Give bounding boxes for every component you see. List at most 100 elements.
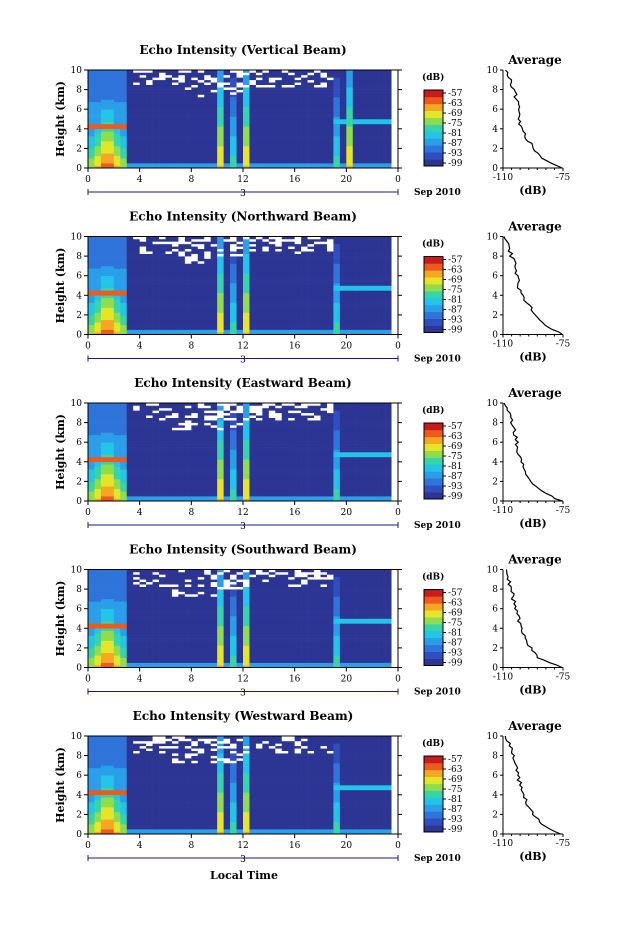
- heatmap-cell: [294, 261, 302, 264]
- heatmap-cell: [139, 119, 147, 122]
- heatmap-cell: [197, 324, 205, 328]
- heatmap-cell: [184, 138, 192, 142]
- heatmap-cell: [333, 131, 341, 134]
- heatmap-cell: [294, 236, 302, 240]
- heatmap-cell: [184, 89, 192, 93]
- heatmap-cell: [197, 163, 205, 166]
- heatmap-cell: [159, 285, 166, 289]
- heatmap-cell: [113, 466, 121, 470]
- heatmap-cell: [120, 72, 128, 76]
- heatmap-cell: [120, 297, 128, 301]
- heatmap-cell: [236, 275, 244, 279]
- heatmap-cell: [159, 420, 166, 423]
- heatmap-cell: [275, 297, 283, 301]
- heatmap-cell: [100, 84, 108, 88]
- heatmap-cell: [133, 74, 140, 78]
- heatmap-cell: [107, 275, 115, 279]
- heatmap-cell: [339, 273, 347, 276]
- heatmap-cell: [365, 319, 373, 323]
- heatmap-cell: [346, 270, 354, 274]
- heatmap-cell: [178, 278, 186, 281]
- heatmap-cell: [262, 248, 270, 252]
- heatmap-cell: [262, 114, 270, 117]
- heatmap-cell: [339, 165, 347, 169]
- heatmap-cell: [120, 437, 128, 441]
- heatmap-cell: [88, 329, 95, 333]
- heatmap-cell: [126, 464, 134, 467]
- heatmap-cell: [255, 114, 263, 117]
- heatmap-cell: [197, 447, 205, 450]
- heatmap-cell: [171, 454, 179, 458]
- heatmap-cell: [178, 104, 186, 108]
- heatmap-cell: [146, 403, 153, 406]
- heatmap-cell: [385, 305, 392, 308]
- heatmap-cell: [139, 94, 147, 98]
- heatmap-cell: [372, 158, 379, 161]
- heatmap-cell: [165, 429, 173, 433]
- heatmap-cell: [326, 131, 334, 134]
- heatmap-cell: [197, 251, 205, 254]
- heatmap-cell: [184, 452, 192, 455]
- heatmap-cell: [243, 248, 250, 252]
- heatmap-cell: [165, 150, 173, 154]
- heatmap-cell: [255, 158, 263, 161]
- heatmap-cell: [236, 317, 244, 321]
- heatmap-cell: [191, 481, 199, 485]
- heatmap-cell: [184, 143, 192, 147]
- heatmap-cell: [210, 153, 218, 157]
- heatmap-cell: [126, 432, 134, 436]
- heatmap-cell: [236, 417, 244, 421]
- heatmap-cell: [139, 459, 147, 463]
- heatmap-cell: [100, 158, 108, 161]
- heatmap-cell: [165, 116, 173, 120]
- heatmap-cell: [385, 248, 392, 252]
- heatmap-cell: [107, 136, 115, 139]
- avg-y-tick-label: 8: [492, 252, 498, 262]
- avg-y-tick-label: 10: [487, 66, 499, 76]
- heatmap-cell: [152, 469, 160, 472]
- heatmap-cell: [159, 415, 166, 418]
- heatmap-cell: [217, 471, 224, 475]
- heatmap-cell: [171, 121, 179, 125]
- heatmap-cell: [210, 332, 218, 335]
- heatmap-cell: [333, 258, 341, 262]
- heatmap-cell: [94, 292, 102, 296]
- heatmap-cell: [113, 452, 121, 455]
- heatmap-cell: [223, 452, 231, 455]
- heatmap-cell: [165, 415, 173, 418]
- heatmap-cell: [94, 116, 102, 120]
- heatmap-cell: [262, 300, 270, 303]
- heatmap-cell: [139, 111, 147, 115]
- heatmap-cell: [165, 273, 173, 276]
- heatmap-cell: [165, 403, 173, 406]
- heatmap-cell: [210, 292, 218, 296]
- heatmap-cell: [352, 253, 360, 257]
- heatmap-cell: [107, 138, 115, 142]
- heatmap-cell: [275, 238, 283, 242]
- heatmap-cell: [197, 307, 205, 311]
- heatmap-cell: [146, 263, 153, 267]
- heatmap-cell: [120, 111, 128, 115]
- heatmap-cell: [352, 246, 360, 250]
- heatmap-cell: [184, 70, 192, 73]
- heatmap-cell: [100, 312, 108, 316]
- heatmap-cell: [333, 87, 341, 90]
- heatmap-cell: [120, 77, 128, 81]
- heatmap-cell: [152, 87, 160, 90]
- heatmap-cell: [243, 270, 250, 274]
- heatmap-cell: [255, 72, 263, 76]
- heatmap-cell: [113, 136, 121, 139]
- heatmap-cell: [288, 96, 295, 100]
- heatmap-cell: [94, 452, 102, 455]
- heatmap-cell: [236, 427, 244, 431]
- heatmap-cell: [294, 292, 302, 296]
- heatmap-cell: [333, 123, 341, 127]
- x-tick-label: 0: [85, 175, 91, 185]
- heatmap-cell: [184, 136, 192, 139]
- heatmap-cell: [294, 138, 302, 142]
- heatmap-cell: [94, 434, 102, 438]
- heatmap-cell: [133, 319, 140, 323]
- heatmap-cell: [391, 314, 399, 318]
- heatmap-cell: [223, 153, 231, 157]
- heatmap-cell: [178, 253, 186, 257]
